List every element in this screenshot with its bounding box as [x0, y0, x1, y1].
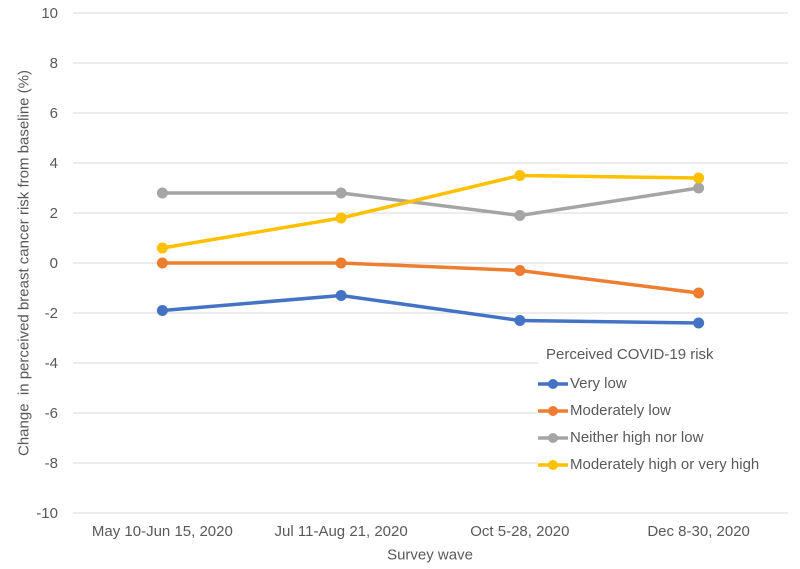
data-point-moderately-low-0 [156, 257, 168, 269]
legend-label: Neither high nor low [570, 429, 704, 446]
series-line-neither-high-nor-low [162, 186, 699, 218]
y-tick-label: -4 [45, 355, 58, 372]
y-tick-label: -6 [45, 405, 58, 422]
x-tick-label: Jul 11-Aug 21, 2020 [275, 523, 408, 540]
x-axis-title: Survey wave [387, 546, 473, 564]
data-point-neither-high-nor-low-2 [514, 210, 526, 221]
y-tick-label: 8 [50, 55, 58, 72]
data-point-moderately-low-3 [693, 287, 705, 299]
legend-item-moderately-high-or-very-high: Moderately high or very high [538, 451, 788, 478]
x-tick-label: Dec 8-30, 2020 [647, 523, 750, 540]
data-point-moderately-high-or-very-high-2 [514, 170, 526, 181]
legend-label: Moderately low [570, 402, 671, 419]
y-tick-label: -8 [45, 455, 58, 472]
data-point-moderately-high-or-very-high-1 [335, 212, 347, 224]
y-tick-label: 10 [41, 5, 58, 22]
series-line-moderately-high-or-very-high [162, 173, 699, 250]
x-tick-label: Oct 5-28, 2020 [470, 523, 569, 540]
legend-title: Perceived COVID-19 risk [546, 346, 714, 363]
data-point-neither-high-nor-low-0 [156, 187, 168, 199]
legend-line-marker-icon [538, 459, 568, 471]
data-point-very-low-2 [514, 315, 526, 326]
data-point-neither-high-nor-low-1 [335, 187, 347, 199]
y-axis-title: Change in perceived breast cancer risk f… [15, 69, 33, 457]
series-line-very-low [162, 293, 699, 325]
y-tick-label: 4 [50, 155, 58, 172]
y-tick-label: -10 [36, 505, 58, 522]
x-tick-label: May 10-Jun 15, 2020 [92, 523, 233, 540]
data-point-neither-high-nor-low-3 [693, 182, 705, 194]
legend-item-neither-high-nor-low: Neither high nor low [538, 424, 788, 451]
legend-item-moderately-low: Moderately low [538, 397, 788, 424]
legend: Perceived COVID-19 risk Very low Moderate… [538, 344, 788, 478]
data-point-moderately-high-or-very-high-0 [156, 242, 168, 254]
legend-line-marker-icon [538, 378, 568, 390]
data-point-moderately-low-1 [335, 257, 347, 269]
legend-label: Moderately high or very high [570, 456, 760, 473]
data-point-moderately-low-2 [514, 265, 526, 276]
data-point-very-low-1 [335, 290, 347, 301]
legend-label: Very low [570, 375, 627, 392]
y-tick-label: 0 [50, 255, 58, 272]
y-tick-label: -2 [45, 305, 58, 322]
legend-line-marker-icon [538, 405, 568, 417]
legend-item-very-low: Very low [538, 370, 788, 397]
legend-items: Very low Moderately low Neither high nor l… [538, 370, 788, 478]
data-point-moderately-high-or-very-high-3 [693, 172, 705, 184]
legend-line-marker-icon [538, 432, 568, 444]
data-point-very-low-0 [156, 305, 168, 316]
data-point-very-low-3 [693, 317, 705, 329]
y-tick-label: 2 [50, 205, 58, 222]
series-line-moderately-low [162, 261, 699, 295]
y-tick-label: 6 [50, 105, 58, 122]
